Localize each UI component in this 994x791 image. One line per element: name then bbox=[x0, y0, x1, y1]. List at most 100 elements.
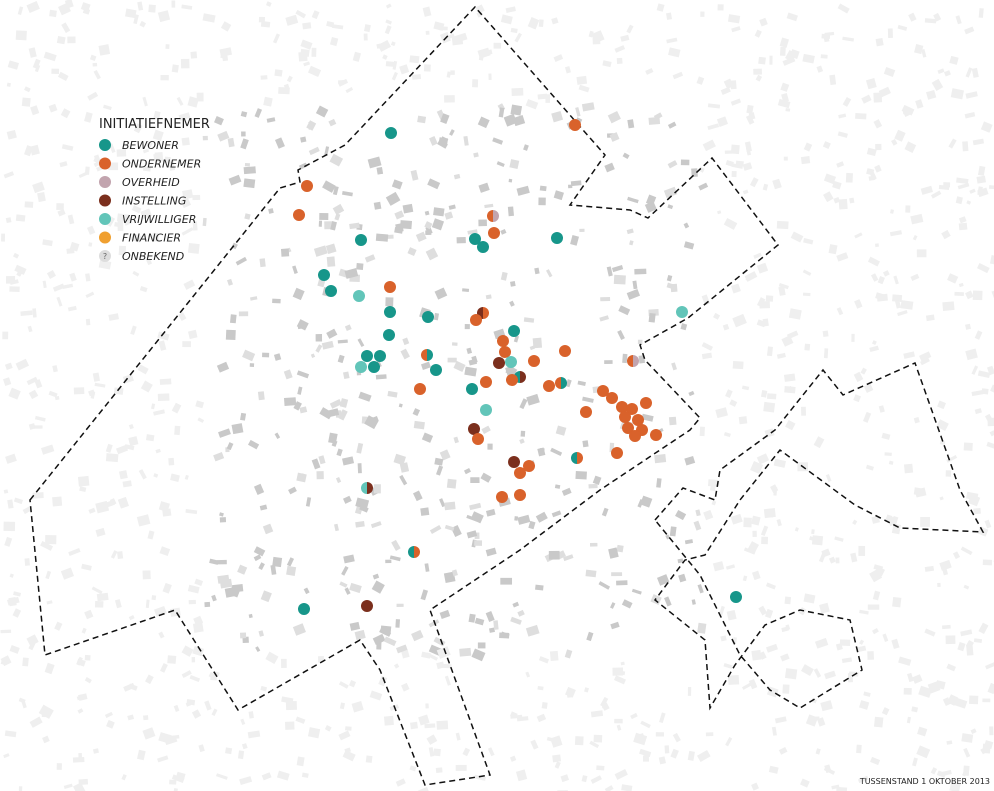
initiative-dot bbox=[469, 233, 481, 245]
street-block bbox=[621, 599, 633, 609]
street-block bbox=[705, 732, 714, 737]
street-block bbox=[832, 180, 842, 190]
street-block bbox=[153, 110, 161, 120]
street-block bbox=[973, 638, 983, 643]
street-block bbox=[300, 39, 313, 50]
street-block bbox=[755, 74, 763, 82]
street-block bbox=[742, 162, 753, 171]
street-block bbox=[204, 601, 211, 608]
district-boundary bbox=[653, 361, 985, 711]
initiative-dot bbox=[355, 234, 367, 246]
street-block bbox=[180, 58, 190, 69]
street-block bbox=[971, 67, 979, 78]
street-block bbox=[439, 498, 446, 508]
street-block bbox=[772, 178, 782, 190]
street-block bbox=[813, 668, 822, 678]
street-block bbox=[604, 162, 615, 173]
street-block bbox=[334, 523, 339, 532]
street-block bbox=[644, 201, 657, 213]
street-block bbox=[720, 86, 731, 95]
street-block bbox=[307, 727, 321, 739]
street-block bbox=[908, 12, 917, 22]
street-block bbox=[159, 546, 171, 557]
street-block bbox=[183, 279, 196, 290]
street-block bbox=[440, 113, 450, 124]
street-block bbox=[620, 661, 625, 666]
street-block bbox=[444, 524, 455, 531]
street-block bbox=[939, 559, 952, 571]
street-block bbox=[51, 68, 60, 74]
street-block bbox=[229, 314, 237, 324]
street-block bbox=[868, 175, 876, 181]
street-block bbox=[401, 682, 410, 692]
street-block bbox=[823, 348, 829, 359]
initiative-dot bbox=[597, 385, 609, 397]
street-block bbox=[963, 747, 971, 758]
street-block bbox=[596, 765, 605, 771]
street-block bbox=[511, 87, 524, 96]
street-block bbox=[56, 763, 62, 770]
street-block bbox=[683, 241, 695, 250]
street-block bbox=[146, 140, 153, 148]
street-block bbox=[311, 458, 321, 470]
street-block bbox=[422, 6, 432, 17]
street-block bbox=[680, 323, 688, 331]
street-block bbox=[505, 365, 516, 377]
initiative-dot bbox=[528, 355, 540, 367]
street-block bbox=[449, 129, 455, 136]
street-block bbox=[592, 475, 602, 485]
street-block bbox=[174, 425, 181, 436]
street-block bbox=[924, 628, 936, 637]
street-block bbox=[155, 448, 161, 454]
initiative-dot bbox=[650, 429, 662, 441]
street-block bbox=[454, 32, 468, 43]
street-block bbox=[764, 608, 774, 619]
street-block bbox=[136, 514, 151, 527]
street-block bbox=[766, 393, 777, 400]
street-block bbox=[753, 252, 762, 259]
street-block bbox=[185, 508, 198, 515]
street-block bbox=[478, 182, 490, 193]
street-block bbox=[15, 358, 30, 371]
street-block bbox=[5, 453, 17, 464]
street-block bbox=[334, 213, 341, 221]
street-block bbox=[27, 325, 33, 333]
street-block bbox=[911, 706, 919, 713]
street-block bbox=[525, 98, 539, 110]
street-block bbox=[139, 286, 148, 293]
street-block bbox=[507, 206, 514, 217]
street-block bbox=[850, 552, 858, 563]
street-block bbox=[590, 710, 604, 718]
street-block bbox=[986, 365, 994, 376]
street-block bbox=[516, 716, 529, 722]
street-block bbox=[169, 779, 177, 785]
street-block bbox=[966, 645, 974, 656]
street-block bbox=[342, 190, 353, 197]
street-block bbox=[453, 436, 459, 444]
street-block bbox=[118, 245, 127, 256]
street-block bbox=[874, 243, 879, 248]
street-block bbox=[242, 636, 249, 644]
street-block bbox=[162, 582, 172, 594]
street-block bbox=[254, 108, 263, 118]
street-block bbox=[487, 747, 495, 757]
street-block bbox=[781, 92, 789, 103]
street-block bbox=[523, 144, 529, 151]
street-block bbox=[926, 89, 937, 100]
street-block bbox=[187, 96, 199, 108]
street-block bbox=[96, 592, 109, 602]
street-block bbox=[227, 137, 235, 148]
street-block bbox=[665, 12, 673, 20]
street-block bbox=[424, 221, 433, 230]
street-block bbox=[626, 24, 634, 34]
street-block bbox=[773, 458, 786, 468]
street-block bbox=[429, 136, 438, 146]
street-block bbox=[92, 748, 99, 754]
street-block bbox=[24, 558, 30, 566]
street-block bbox=[463, 468, 471, 475]
street-block bbox=[15, 30, 27, 41]
street-block bbox=[274, 69, 283, 77]
street-block bbox=[338, 409, 348, 421]
street-block bbox=[949, 781, 961, 791]
street-block bbox=[474, 774, 486, 781]
